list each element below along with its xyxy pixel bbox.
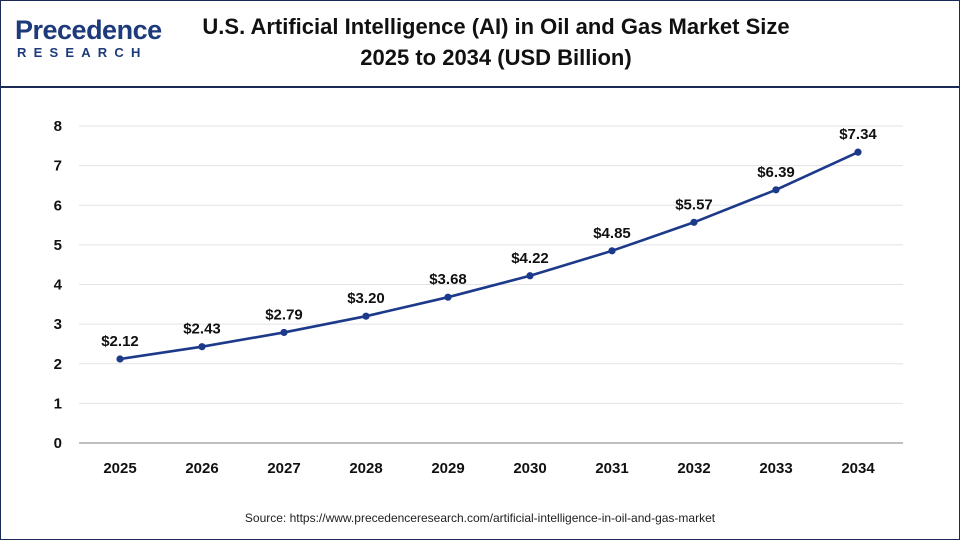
data-label: $4.22 [511,250,549,267]
x-tick-label: 2028 [349,460,382,477]
x-tick-label: 2033 [759,460,792,477]
chart-title: U.S. Artificial Intelligence (AI) in Oil… [186,11,806,73]
series-line [119,150,859,361]
brand-name: Precedence [15,15,162,45]
y-tick-label: 0 [54,435,62,452]
series-group [116,148,862,363]
data-label: $4.85 [593,225,631,242]
x-tick-label: 2025 [103,460,136,477]
x-tick-label: 2032 [677,460,710,477]
y-tick-label: 4 [54,277,63,294]
data-label: $6.39 [757,164,795,181]
x-tick-label: 2030 [513,460,546,477]
data-point [444,293,452,301]
data-label: $2.43 [183,321,221,338]
x-tick-label: 2026 [185,460,218,477]
data-point [116,355,124,363]
data-label: $3.20 [347,290,385,307]
data-point [690,218,698,226]
y-tick-label: 3 [54,316,62,333]
data-point [854,148,862,156]
grid-lines [79,125,903,404]
x-axis: 2025 2026 2027 2028 2029 2030 2031 2032 2033 2034 [79,442,903,477]
brand-logo: Precedence RESEARCH [15,15,165,63]
data-point [526,272,534,280]
data-point [280,328,288,337]
chart-title-line1: U.S. Artificial Intelligence (AI) in Oil… [202,14,790,39]
y-tick-label: 6 [54,197,62,214]
data-label: $3.68 [429,271,467,288]
y-tick-label: 1 [54,395,62,412]
x-tick-label: 2034 [841,460,875,477]
y-tick-label: 2 [54,356,62,373]
data-label: $2.12 [101,333,139,350]
data-point [608,247,616,255]
header-bar: Precedence RESEARCH U.S. Artificial Inte… [1,1,959,88]
data-label: $7.34 [839,126,877,143]
data-point [198,343,206,351]
y-axis: 0 1 2 3 4 5 6 7 8 [54,118,63,452]
source-note: Source: https://www.precedenceresearch.c… [244,511,716,525]
data-label: $5.57 [675,196,713,213]
x-tick-label: 2031 [595,460,628,477]
x-tick-label: 2029 [431,460,464,477]
chart-title-line2: 2025 to 2034 (USD Billion) [360,45,632,70]
y-tick-label: 7 [54,158,62,175]
x-tick-label: 2027 [267,460,300,477]
data-labels: $2.12 $2.43 $2.79 $3.20 $3.68 $4.22 $4.85 $5.57… [101,126,877,350]
brand-subtitle: RESEARCH [17,45,148,60]
data-label: $2.79 [265,306,303,323]
data-point [362,312,370,320]
y-tick-label: 8 [54,118,62,135]
data-point [772,186,780,194]
y-tick-label: 5 [54,237,62,254]
